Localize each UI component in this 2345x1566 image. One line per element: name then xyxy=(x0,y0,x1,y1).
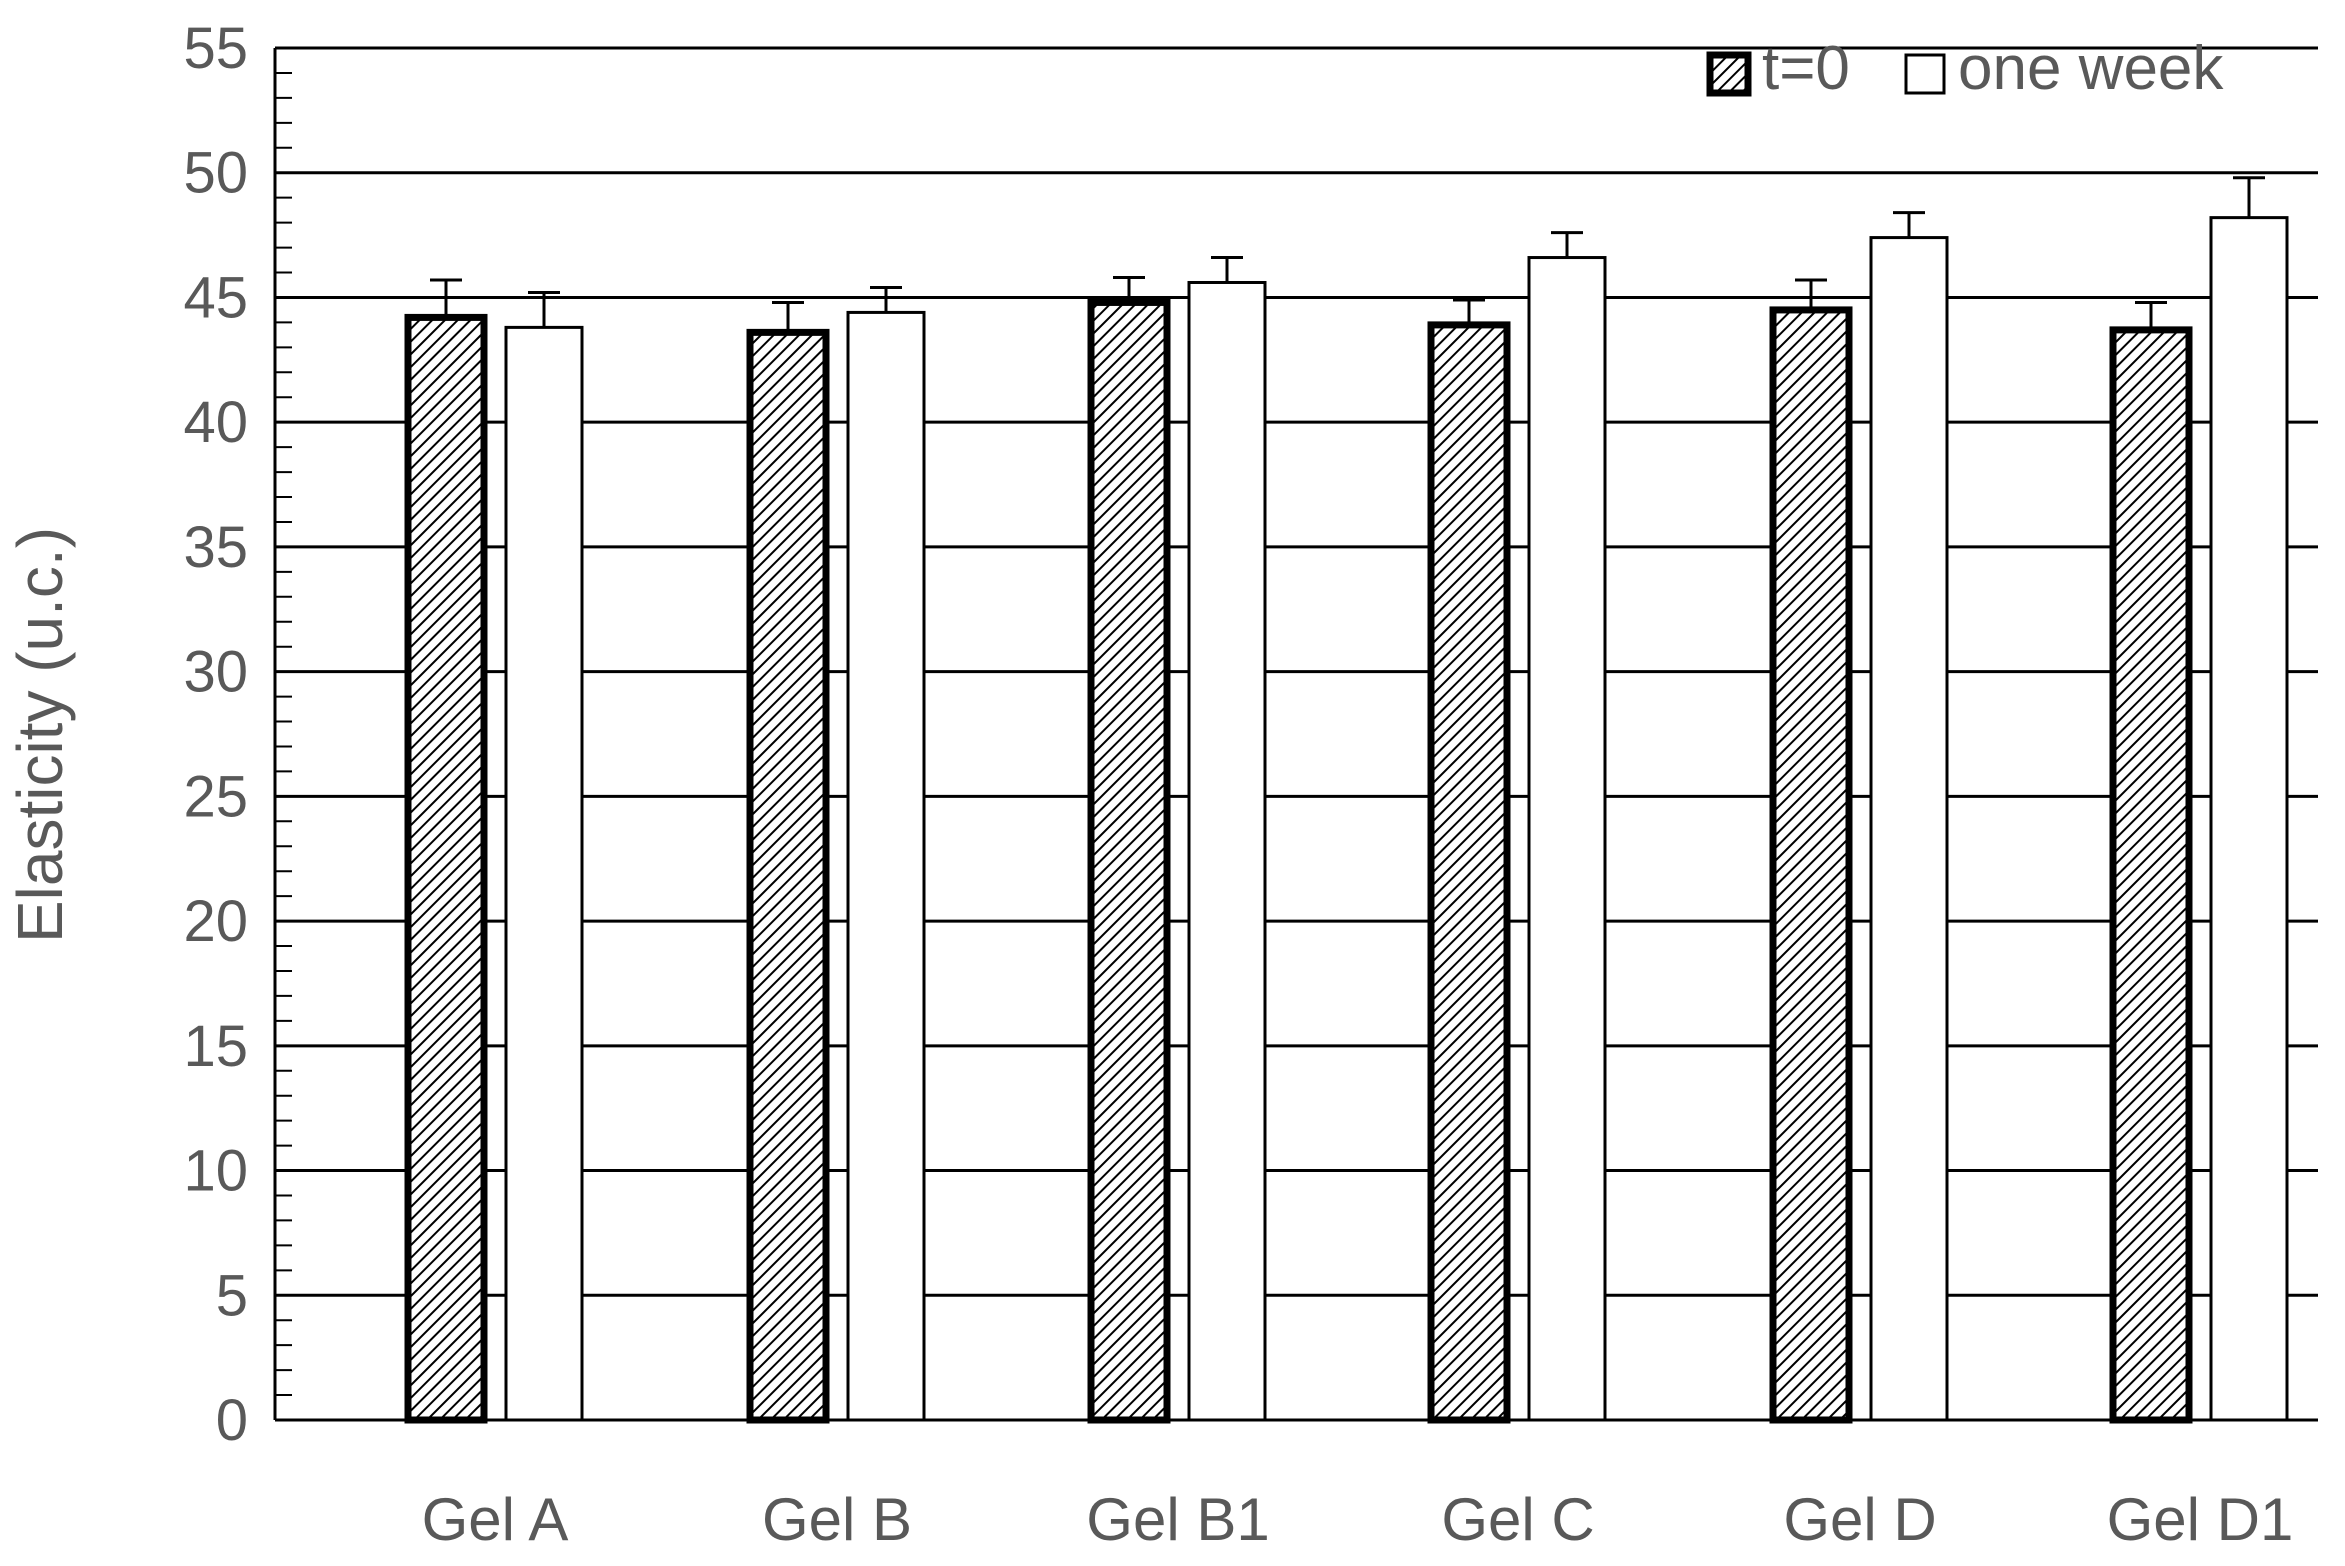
legend-swatch-one-week xyxy=(1904,53,1946,95)
x-tick-label-gel-b1: Gel B1 xyxy=(1086,1486,1269,1553)
y-tick-label-35: 35 xyxy=(183,515,248,580)
bar-one-week-gel-a xyxy=(504,325,584,1422)
bar-t-0-gel-d xyxy=(1769,306,1853,1424)
x-tick-label-gel-c: Gel C xyxy=(1441,1486,1594,1553)
y-tick-label-10: 10 xyxy=(183,1139,248,1204)
y-tick-label-15: 15 xyxy=(183,1014,248,1079)
legend-swatch-t0 xyxy=(1706,51,1752,97)
legend: t=0 one week xyxy=(1706,34,2224,103)
y-tick-label-40: 40 xyxy=(183,390,248,455)
bar-t-0-gel-c xyxy=(1427,321,1511,1424)
bar-t-0-gel-b xyxy=(746,328,830,1424)
bar-one-week-gel-b1 xyxy=(1187,280,1267,1422)
x-tick-label-gel-a: Gel A xyxy=(422,1486,569,1553)
y-tick-label-55: 55 xyxy=(183,16,248,81)
x-tick-label-gel-d1: Gel D1 xyxy=(2107,1486,2294,1553)
bar-t-0-gel-a xyxy=(404,313,488,1424)
legend-label-one-week: one week xyxy=(1958,34,2224,103)
x-tick-label-gel-d: Gel D xyxy=(1783,1486,1936,1553)
bar-one-week-gel-d1 xyxy=(2209,216,2289,1422)
y-tick-label-50: 50 xyxy=(183,141,248,206)
y-tick-label-25: 25 xyxy=(183,764,248,829)
bar-t-0-gel-d1 xyxy=(2109,326,2193,1424)
x-tick-label-gel-b: Gel B xyxy=(762,1486,912,1553)
tick-labels: 0 5 10 15 20 25 30 35 40 45 50 55 Gel A Gel B Gel B1 Ge… xyxy=(183,16,2293,1553)
bar-t-0-gel-b1 xyxy=(1087,298,1171,1424)
y-tick-label-30: 30 xyxy=(183,640,248,705)
y-tick-label-45: 45 xyxy=(183,265,248,330)
legend-label-t0: t=0 xyxy=(1762,34,1850,103)
bars xyxy=(404,176,2289,1424)
gridlines xyxy=(275,46,2318,1297)
bar-one-week-gel-c xyxy=(1527,256,1607,1422)
y-tick-label-0: 0 xyxy=(216,1388,248,1453)
axes xyxy=(273,47,2318,1422)
bar-one-week-gel-b xyxy=(846,310,926,1422)
y-tick-label-5: 5 xyxy=(216,1263,248,1328)
y-tick-label-20: 20 xyxy=(183,889,248,954)
bar-one-week-gel-d xyxy=(1869,236,1949,1422)
y-axis-title: Elasticity (u.c.) xyxy=(4,527,76,943)
